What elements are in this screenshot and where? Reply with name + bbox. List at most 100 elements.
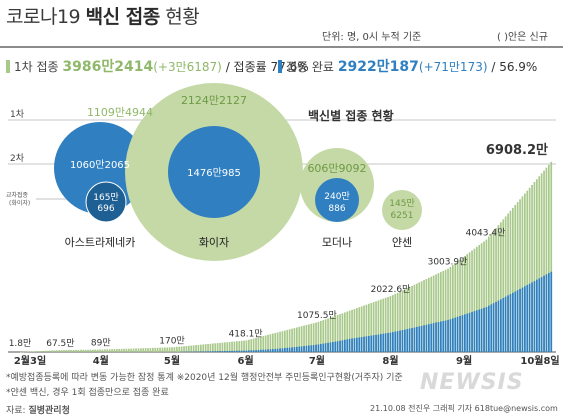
bar-first-dose xyxy=(279,331,281,352)
bar-full-dose xyxy=(207,351,209,352)
bar-full-dose xyxy=(267,349,269,352)
bar-full-dose xyxy=(538,278,541,352)
pfizer-dose1-label: 2124만2127 xyxy=(181,94,247,107)
bar-full-dose xyxy=(387,333,389,352)
bar-full-dose xyxy=(288,347,291,352)
bar-first-dose xyxy=(111,349,113,352)
bar-full-dose xyxy=(524,286,526,352)
bar-first-dose xyxy=(408,287,411,352)
x-tick-label: 8월 xyxy=(382,355,398,367)
moderna-dose2-bubble xyxy=(315,178,359,222)
bar-first-dose xyxy=(437,273,440,352)
bar-full-dose xyxy=(500,299,502,352)
bar-full-dose xyxy=(368,336,370,352)
bar-first-dose xyxy=(231,341,233,352)
bar-full-dose xyxy=(550,271,553,352)
bar-full-dose xyxy=(512,292,514,352)
bar-full-dose xyxy=(442,321,445,352)
bar-first-dose xyxy=(286,329,289,352)
bar-first-dose xyxy=(344,312,346,352)
bar-first-dose xyxy=(351,309,353,352)
bar-full-dose xyxy=(284,348,286,352)
value-label: 1.8만 xyxy=(9,338,32,349)
bar-first-dose xyxy=(368,303,370,352)
bar-first-dose xyxy=(384,297,387,352)
bar-first-dose xyxy=(219,342,221,352)
bar-first-dose xyxy=(51,350,53,352)
bar-full-dose xyxy=(377,334,380,352)
bar-first-dose xyxy=(39,351,41,352)
bar-first-dose xyxy=(250,339,253,352)
bar-full-dose xyxy=(310,345,313,352)
bar-first-dose xyxy=(356,308,358,352)
bar-full-dose xyxy=(353,338,356,352)
bar-full-dose xyxy=(406,329,409,352)
bar-first-dose xyxy=(274,333,277,352)
az-dose2-label: 1060만2065 xyxy=(70,159,130,171)
bar-first-dose xyxy=(149,348,152,352)
bar-first-dose xyxy=(260,336,262,352)
bar-first-dose xyxy=(444,269,447,352)
bar-full-dose xyxy=(411,328,413,352)
bar-full-dose xyxy=(504,296,507,352)
bar-first-dose xyxy=(528,187,531,352)
value-labels: 1.8만 67.5만 89만 170만 418.1만 1075.5만 2022.6만 3003… xyxy=(9,142,548,349)
bar-first-dose xyxy=(135,348,137,352)
bar-full-dose xyxy=(380,334,382,352)
bar-first-dose xyxy=(543,170,545,352)
bar-full-dose xyxy=(312,345,315,352)
bar-first-dose xyxy=(166,347,169,352)
footnote-2: *얀센 백신, 경우 1회 접종만으로 접종 완료 xyxy=(6,388,169,398)
bar-full-dose xyxy=(432,323,435,352)
bar-first-dose xyxy=(312,323,315,352)
bar-first-dose xyxy=(96,349,99,352)
bar-full-dose xyxy=(476,310,478,352)
bar-first-dose xyxy=(82,349,85,352)
bar-first-dose xyxy=(132,348,135,352)
bar-first-dose xyxy=(188,345,190,352)
pfizer-dose2-label: 1476만985 xyxy=(187,167,241,179)
bar-full-dose xyxy=(456,316,459,352)
bar-first-dose xyxy=(468,252,471,352)
bar-first-dose xyxy=(27,351,29,353)
bar-first-dose xyxy=(221,342,224,352)
bar-first-dose xyxy=(533,182,536,352)
bar-first-dose xyxy=(432,275,435,352)
bar-series xyxy=(20,161,553,353)
bar-first-dose xyxy=(293,328,296,352)
bar-first-dose xyxy=(147,348,149,352)
bar-first-dose xyxy=(435,274,437,352)
bar-first-dose xyxy=(394,293,397,352)
bar-full-dose xyxy=(413,327,416,352)
bar-first-dose xyxy=(200,344,202,352)
bar-full-dose xyxy=(336,341,339,352)
bar-first-dose xyxy=(195,345,197,352)
bar-first-dose xyxy=(154,347,157,352)
bar-first-dose xyxy=(524,193,526,352)
bar-first-dose xyxy=(123,348,125,352)
bar-full-dose xyxy=(238,350,241,352)
value-label: 3003.9만 xyxy=(428,257,468,268)
bar-full-dose xyxy=(219,351,221,352)
bar-full-dose xyxy=(233,350,236,352)
bar-first-dose xyxy=(180,346,183,352)
bar-first-dose xyxy=(212,343,214,352)
value-label: 6908.2만 xyxy=(486,142,548,158)
bar-first-dose xyxy=(238,341,241,352)
bar-full-dose xyxy=(224,351,226,352)
x-tick-label: 5월 xyxy=(164,355,180,367)
bar-first-dose xyxy=(75,349,77,352)
bar-full-dose xyxy=(372,335,375,352)
unit-note: 단위: 명, 0시 누적 기준 xyxy=(322,32,422,43)
bar-first-dose xyxy=(507,213,509,352)
bar-first-dose xyxy=(440,272,442,352)
bar-first-dose xyxy=(483,241,485,352)
x-tick-label: 9월 xyxy=(456,355,472,367)
bar-first-dose xyxy=(70,350,73,352)
bar-first-dose xyxy=(360,306,363,352)
bar-first-dose xyxy=(473,248,476,352)
bar-first-dose xyxy=(420,281,423,352)
bar-first-dose xyxy=(236,341,238,352)
x-tick-label: 10월8일 xyxy=(520,354,559,367)
bar-first-dose xyxy=(399,291,401,352)
